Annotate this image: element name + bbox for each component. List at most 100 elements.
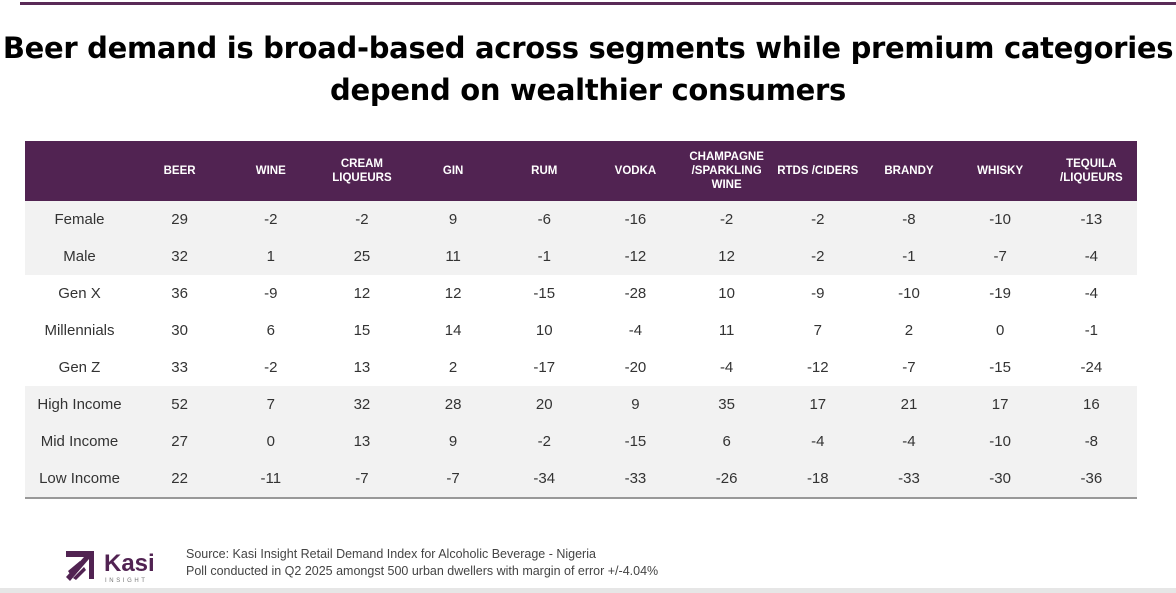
table-row: Female 29 -2 -2 9 -6 -16 -2 -2 -8 -10 -13 xyxy=(25,201,1137,238)
table-cell: -36 xyxy=(1045,460,1137,499)
table-cell: -15 xyxy=(533,285,556,302)
table-cell: 36 xyxy=(171,285,188,302)
column-header: WINE xyxy=(225,141,317,201)
table-cell: -20 xyxy=(624,359,647,376)
kasi-logo-icon: Kasi INSIGHT xyxy=(66,550,155,584)
row-label: Gen X xyxy=(58,285,101,302)
table-cell: 52 xyxy=(134,386,226,423)
table-cell: -2 xyxy=(316,201,408,238)
row-label: High Income xyxy=(25,386,134,423)
table-cell: -15 xyxy=(589,423,682,460)
table-cell: -7 xyxy=(316,460,408,499)
table-cell: -4 xyxy=(1084,285,1099,302)
table-cell: 33 xyxy=(171,359,188,376)
demand-index-table: BEER WINE CREAM LIQUEURS GIN RUM VODKA CHAMPAG… xyxy=(25,141,1137,499)
table-cell: -4 xyxy=(719,359,734,376)
svg-text:Kasi: Kasi xyxy=(104,550,155,577)
table-cell: 0 xyxy=(225,423,317,460)
table-cell: -9 xyxy=(264,285,278,302)
table-cell: 2 xyxy=(904,322,914,339)
table-cell: 9 xyxy=(407,201,499,238)
table-cell: 29 xyxy=(134,201,226,238)
table-cell: -12 xyxy=(589,238,682,275)
table-cell: -7 xyxy=(407,460,499,499)
table-row: Male 32 1 25 11 -1 -12 12 -2 -1 -7 -4 xyxy=(25,238,1137,275)
table-cell: -30 xyxy=(954,460,1046,499)
table-cell: -4 xyxy=(1045,238,1137,275)
table-cell: -8 xyxy=(863,201,955,238)
table-cell: 1 xyxy=(225,238,317,275)
table-cell: 22 xyxy=(134,460,226,499)
table-cell: -4 xyxy=(772,423,864,460)
table-cell: -13 xyxy=(1045,201,1137,238)
table-row: Low Income 22 -11 -7 -7 -34 -33 -26 -18 -33 -30 -36 xyxy=(25,460,1137,499)
table-row: Millennials 30 6 15 14 10 -4 11 7 2 0 -1 xyxy=(25,312,1137,349)
table-cell: 10 xyxy=(535,322,553,339)
table-cell: -7 xyxy=(954,238,1046,275)
table-cell: -2 xyxy=(264,359,278,376)
table-cell: 17 xyxy=(772,386,864,423)
table-cell: 13 xyxy=(353,359,371,376)
title-line-2: depend on wealthier consumers xyxy=(330,73,846,107)
table-cell: 20 xyxy=(498,386,590,423)
table-cell: 12 xyxy=(681,238,773,275)
source-text: Source: Kasi Insight Retail Demand Index… xyxy=(186,547,596,561)
header-corner xyxy=(25,141,134,201)
table-row: Gen X 36 -9 12 12 -15 -28 10 -9 -10 -19 -4 xyxy=(25,275,1137,312)
table-cell: 14 xyxy=(444,322,462,339)
table-cell: -2 xyxy=(772,201,864,238)
table-cell: -2 xyxy=(225,201,317,238)
column-header: CHAMPAGNE /SPARKLING WINE xyxy=(681,141,773,201)
table-cell: 6 xyxy=(266,322,275,339)
table-cell: -17 xyxy=(533,359,556,376)
table-row: Gen Z 33 -2 13 2 -17 -20 -4 -12 -7 -15 -24 xyxy=(25,349,1137,386)
table-cell: -34 xyxy=(498,460,590,499)
poll-note: Poll conducted in Q2 2025 amongst 500 ur… xyxy=(186,564,659,578)
column-header: BRANDY xyxy=(863,141,955,201)
column-header: VODKA xyxy=(589,141,682,201)
column-header: WHISKY xyxy=(954,141,1046,201)
table-cell: 7 xyxy=(225,386,317,423)
table-cell: -11 xyxy=(225,460,317,499)
table-row: Mid Income 27 0 13 9 -2 -15 6 -4 -4 -10 -8 xyxy=(25,423,1137,460)
table-cell: -2 xyxy=(772,238,864,275)
table-cell: -1 xyxy=(498,238,590,275)
column-header: RTDS /CIDERS xyxy=(772,141,864,201)
table-cell: -1 xyxy=(863,238,955,275)
table-cell: -26 xyxy=(681,460,773,499)
table-cell: 0 xyxy=(995,322,1005,339)
table-cell: -16 xyxy=(589,201,682,238)
table-cell: 13 xyxy=(316,423,408,460)
table-cell: 10 xyxy=(718,285,735,302)
row-label: Millennials xyxy=(44,322,115,339)
row-label: Low Income xyxy=(25,460,134,499)
top-rule xyxy=(20,2,1176,5)
table-cell: -18 xyxy=(772,460,864,499)
table-cell: 35 xyxy=(681,386,773,423)
table-cell: -7 xyxy=(902,359,916,376)
source-note: Source: Kasi Insight Retail Demand Index… xyxy=(186,546,658,580)
table-cell: 28 xyxy=(407,386,499,423)
table-cell: 27 xyxy=(134,423,226,460)
table-header-row: BEER WINE CREAM LIQUEURS GIN RUM VODKA CHAMPAG… xyxy=(25,141,1137,201)
table-cell: -8 xyxy=(1045,423,1137,460)
column-header: CREAM LIQUEURS xyxy=(316,141,408,201)
column-header: TEQUILA /LIQUEURS xyxy=(1045,141,1137,201)
table-cell: 11 xyxy=(718,322,735,339)
table-cell: 32 xyxy=(316,386,408,423)
table-cell: 25 xyxy=(316,238,408,275)
table-cell: 9 xyxy=(407,423,499,460)
table-cell: -6 xyxy=(498,201,590,238)
table-cell: -15 xyxy=(989,359,1011,376)
table-cell: -33 xyxy=(863,460,955,499)
table-cell: 16 xyxy=(1045,386,1137,423)
column-header: RUM xyxy=(498,141,590,201)
row-label: Female xyxy=(25,201,134,238)
row-label: Male xyxy=(25,238,134,275)
table-cell: 21 xyxy=(863,386,955,423)
table-cell: 9 xyxy=(589,386,682,423)
title-line-1: Beer demand is broad-based across segmen… xyxy=(2,31,1174,65)
svg-text:INSIGHT: INSIGHT xyxy=(105,578,148,584)
table-cell: -10 xyxy=(954,423,1046,460)
table-cell: -1 xyxy=(1084,322,1099,339)
